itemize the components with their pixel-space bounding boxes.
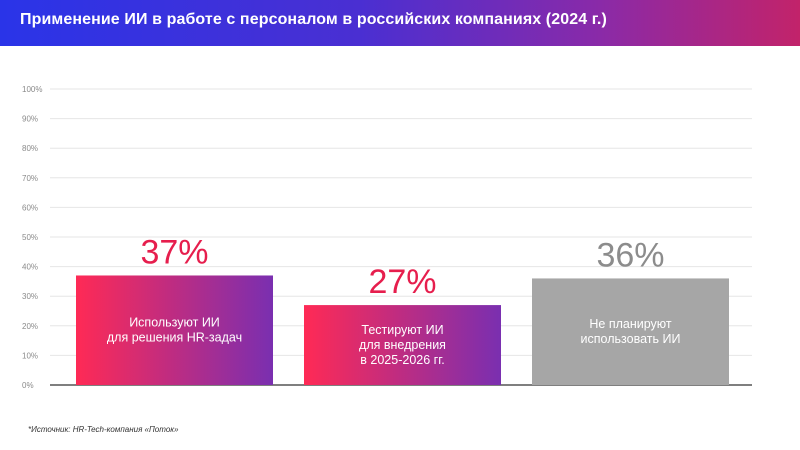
- bar-value-label: 37%: [140, 233, 208, 271]
- header-bar: Применение ИИ в работе с персоналом в ро…: [0, 0, 800, 46]
- y-tick-label: 30%: [22, 292, 38, 301]
- bar-value-label: 27%: [368, 263, 436, 301]
- bar-category-label: для решения HR-задач: [107, 331, 242, 345]
- y-tick-label: 90%: [22, 115, 38, 124]
- y-tick-label: 10%: [22, 351, 38, 360]
- y-tick-label: 50%: [22, 233, 38, 242]
- y-tick-label: 40%: [22, 263, 38, 272]
- page-title: Применение ИИ в работе с персоналом в ро…: [20, 11, 607, 28]
- bar-chart: 0% 10% 20% 30% 40% 50% 60% 70% 80% 90% 100% 37% Исп…: [22, 85, 752, 390]
- bar-category-label: Используют ИИ: [129, 316, 220, 330]
- bar: [532, 278, 729, 385]
- y-tick-label: 80%: [22, 144, 38, 153]
- bar-category-label: для внедрения: [359, 338, 446, 352]
- y-tick-label: 20%: [22, 322, 38, 331]
- source-note: *Источник: HR-Tech-компания «Поток»: [28, 425, 179, 434]
- bar-category-label: Не планируют: [589, 317, 672, 331]
- bar: [304, 305, 501, 385]
- bar-category-label: в 2025-2026 гг.: [360, 353, 444, 367]
- bar-value-label: 36%: [596, 236, 664, 274]
- y-tick-label: 0%: [22, 381, 34, 390]
- y-tick-label: 70%: [22, 174, 38, 183]
- bar-category-label: использовать ИИ: [581, 332, 681, 346]
- bar-category-label: Тестируют ИИ: [361, 323, 443, 337]
- y-tick-label: 100%: [22, 85, 42, 94]
- y-tick-label: 60%: [22, 203, 38, 212]
- bar: [76, 275, 273, 385]
